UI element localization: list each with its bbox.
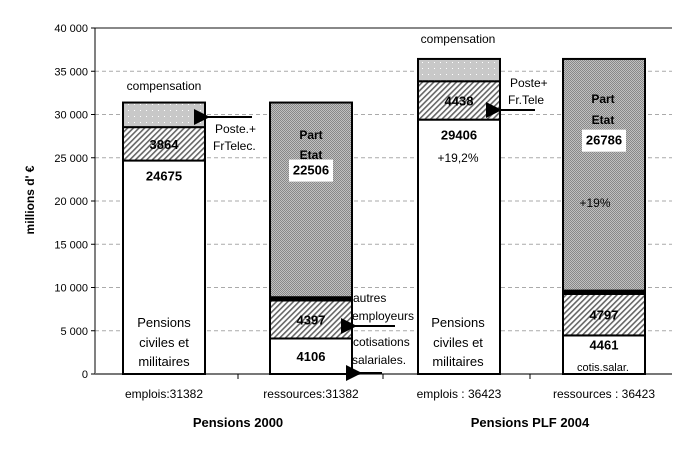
annotation: Fr.Tele (508, 93, 544, 107)
value-label: 4438 (445, 93, 474, 108)
y-tick-label: 40 000 (54, 23, 88, 35)
y-tick-label: 20 000 (54, 196, 88, 208)
annotation: Pensions (137, 315, 191, 330)
value-label: 3864 (150, 137, 180, 152)
annotation: Poste+ (510, 76, 548, 90)
annotation: autres (353, 291, 386, 305)
annotation: salariales. (352, 353, 406, 367)
x-tick-label: ressources : 36423 (553, 387, 655, 401)
y-tick-label: 0 (82, 369, 88, 381)
value-label-bg (289, 159, 333, 182)
annotation: Part (591, 92, 614, 106)
annotation: FrTelec. (213, 139, 256, 153)
annotation: Pensions (431, 315, 485, 330)
value-label: 22506 (293, 163, 329, 178)
y-tick-label: 10 000 (54, 283, 88, 295)
x-tick-label: emplois : 36423 (417, 387, 502, 401)
annotation: civiles et (433, 335, 483, 350)
y-axis-label: millions d' € (23, 165, 37, 234)
bar-segment (417, 57, 501, 83)
bar-segment (269, 299, 353, 340)
y-tick-label: 35 000 (54, 66, 88, 78)
group-label: Pensions 2000 (193, 415, 283, 430)
annotation: employeurs (352, 309, 414, 323)
annotation: Etat (592, 113, 615, 127)
x-tick-label: ressources:31382 (263, 387, 359, 401)
value-label: 4797 (590, 308, 619, 323)
annotation: Etat (300, 148, 323, 162)
annotation: cotis.salar. (577, 362, 629, 374)
bar-segment (122, 159, 206, 375)
y-tick-label: 15 000 (54, 239, 88, 251)
y-tick-label: 30 000 (54, 110, 88, 122)
annotation: militaires (432, 354, 484, 369)
bar-segment (122, 101, 206, 129)
annotation: Poste.+ (215, 122, 256, 136)
annotation: +19% (579, 196, 610, 210)
y-tick-label: 25 000 (54, 153, 88, 165)
annotation: Part (299, 128, 322, 142)
value-label: 26786 (586, 133, 622, 148)
annotation: compensation (127, 79, 202, 93)
annotation: compensation (421, 32, 496, 46)
bar-segment (562, 334, 646, 376)
value-label-bg (582, 129, 626, 152)
value-label: 4397 (297, 312, 326, 327)
bar-segment (417, 118, 501, 375)
value-label: 4461 (590, 337, 619, 352)
bar-segment (122, 126, 206, 162)
y-tick-label: 5 000 (60, 326, 88, 338)
value-label: 4106 (297, 349, 326, 364)
x-tick-label: emplois:31382 (125, 387, 203, 401)
annotation: +19,2% (437, 151, 478, 165)
annotation: civiles et (139, 335, 189, 350)
bar-segment (269, 337, 353, 375)
group-label: Pensions PLF 2004 (471, 415, 590, 430)
annotation: militaires (138, 354, 190, 369)
annotation: cotisations (353, 335, 410, 349)
value-label: 29406 (441, 128, 477, 143)
bar-segment (269, 101, 353, 299)
bar-segment (562, 57, 646, 292)
value-label: 24675 (146, 169, 182, 184)
